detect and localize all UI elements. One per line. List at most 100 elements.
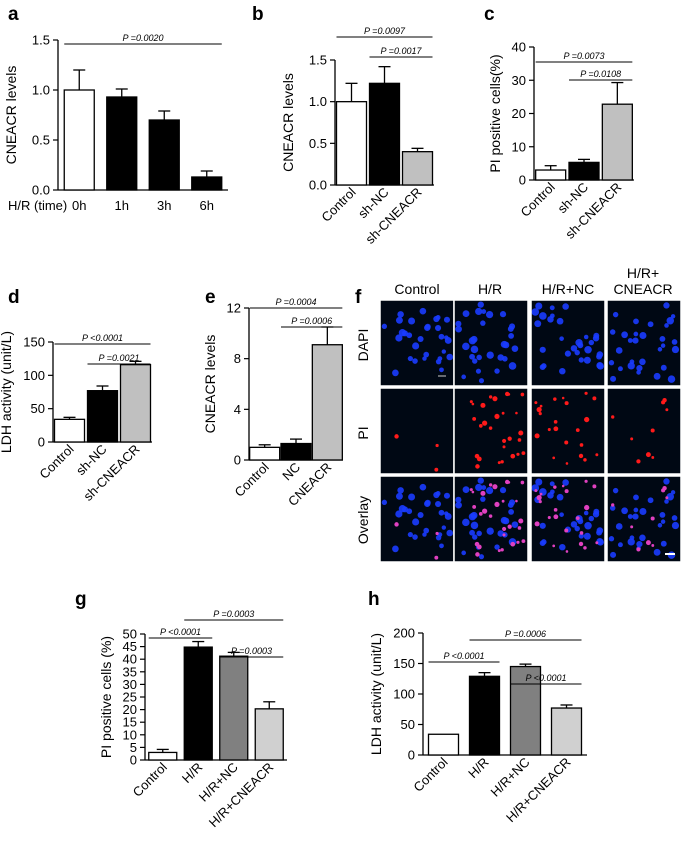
y-tick-label: 30 [123, 677, 137, 692]
y-tick-label: 5 [130, 740, 137, 755]
panel-letter-e: e [205, 287, 216, 308]
y-tick-label: 0 [408, 748, 415, 763]
micro-row-label-overlay: Overlay [355, 496, 371, 544]
y-tick-label: 100 [23, 368, 45, 383]
y-tick-label: 50 [123, 627, 137, 642]
y-tick-label: 1.5 [309, 53, 327, 68]
y-tick-label: 1.5 [32, 33, 50, 48]
micrograph-dapi-hr-cneacr [606, 299, 682, 387]
y-axis-title: LDH activity (unit/L) [0, 331, 14, 453]
micrograph-dapi-hr-nc [530, 299, 606, 387]
y-tick-label: 0.0 [309, 178, 327, 193]
panel-letter-b: b [252, 4, 264, 25]
y-axis-title: CNEACR levels [3, 66, 19, 165]
x-tick-label: 1h [115, 198, 129, 213]
y-tick-label: 10 [512, 139, 526, 154]
x-tick-label: H/R+CNEACR [206, 760, 277, 831]
bar-c-1 [568, 161, 600, 181]
y-tick-label: 100 [393, 687, 415, 702]
panel-letter-h: h [368, 589, 380, 610]
chart-h: 0 50 100 150 200 LDH activity (unit/L) Control… [368, 626, 587, 825]
bar-e-2 [311, 344, 343, 461]
y-tick-label: 30 [512, 73, 526, 88]
bar-h-2 [509, 665, 542, 756]
p-value-label: P =0.0003 [231, 646, 272, 656]
micro-col-label-hr-nc: H/R+NC [542, 281, 595, 297]
micrograph-overlay-hr-nc [530, 475, 606, 563]
bar-g-1 [183, 646, 213, 761]
y-tick-label: 10 [123, 727, 137, 742]
micrograph-pi-hr [453, 387, 529, 475]
micrograph-pi-hr-nc [530, 387, 606, 475]
p-value-label: P =0.0017 [381, 46, 423, 56]
bar-h-1 [468, 675, 501, 756]
micrograph-pi-hr-cneacr [606, 387, 682, 475]
y-axis-title: LDH activity (unit/L) [368, 633, 384, 755]
y-tick-label: 0 [519, 173, 526, 188]
bar-e-0 [249, 446, 281, 461]
y-tick-label: 0.5 [309, 136, 327, 151]
micrograph-dapi-control [379, 299, 455, 387]
micro-col-label-hr: H/R [478, 281, 502, 297]
x-tick-label: Control [410, 754, 450, 794]
bar-d-2 [119, 364, 152, 443]
micrograph-overlay-hr [453, 475, 529, 563]
p-value-label: P <0.0001 [82, 333, 123, 343]
p-value-label: P =0.0003 [213, 609, 254, 619]
y-tick-label: 35 [123, 664, 137, 679]
y-tick-label: 8 [234, 351, 241, 366]
micrograph-panel: Control H/R H/R+NC H/R+ CNEACR DAPI PI Ov… [355, 265, 682, 563]
p-value-label: P =0.0073 [564, 51, 605, 61]
y-axis-title: PI positive cells (%) [98, 636, 114, 758]
bar-b-0 [335, 101, 368, 186]
y-tick-label: 1.0 [32, 83, 50, 98]
x-tick-label: H/R [465, 755, 491, 781]
x-tick-label: H/R [179, 760, 205, 786]
p-value-label: P =0.0006 [505, 629, 546, 639]
y-tick-label: 0.0 [32, 183, 50, 198]
x-tick-label: 6h [200, 198, 214, 213]
chart-a: 0.0 0.5 1.0 1.5 CNEACR levels 0h 1h 3h 6h H/R (ti… [3, 33, 228, 213]
bar-a-3 [191, 176, 223, 191]
y-axis-title: PI positive cells(%) [487, 54, 503, 172]
y-tick-label: 0.5 [32, 133, 50, 148]
y-tick-label: 0 [130, 753, 137, 768]
p-value-label: P =0.0004 [276, 297, 317, 307]
bar-h-0 [427, 733, 460, 756]
micro-col-label-hr-cneacr: H/R+ CNEACR [613, 265, 672, 297]
y-tick-label: 25 [123, 690, 137, 705]
bar-g-2 [219, 655, 249, 761]
bar-a-1 [106, 96, 138, 191]
micrograph-pi-control [379, 387, 455, 475]
p-value-label: P =0.0021 [99, 353, 140, 363]
p-value-label: P <0.0001 [444, 651, 485, 661]
micro-row-label-pi: PI [355, 426, 371, 439]
y-tick-label: 4 [234, 402, 241, 417]
y-axis-title: CNEACR levels [202, 335, 218, 434]
bar-c-0 [535, 169, 567, 181]
y-tick-label: 45 [123, 639, 137, 654]
y-tick-label: 20 [123, 702, 137, 717]
bar-c-2 [601, 103, 633, 181]
p-value-label: P <0.0001 [160, 627, 201, 637]
p-value-label: P =0.0108 [580, 69, 621, 79]
micro-col-label-control: Control [394, 281, 439, 297]
y-axis-title: CNEACR levels [280, 73, 296, 172]
p-value-label: P =0.0020 [123, 33, 164, 43]
micro-row-label-dapi: DAPI [355, 329, 371, 362]
x-tick-label: NC [279, 460, 303, 484]
y-tick-label: 50 [31, 401, 45, 416]
bar-b-1 [368, 82, 401, 186]
x-tick-label: 0h [72, 198, 86, 213]
y-tick-label: 200 [393, 626, 415, 641]
bar-h-3 [550, 707, 583, 756]
panel-letter-c: c [484, 4, 495, 25]
bar-a-0 [63, 89, 95, 191]
bar-d-1 [86, 390, 119, 443]
y-tick-label: 12 [227, 301, 241, 316]
